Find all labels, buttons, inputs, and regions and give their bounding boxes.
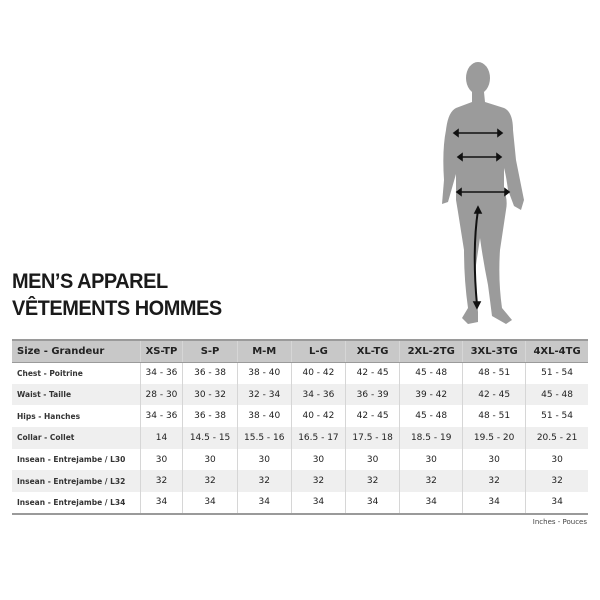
table-cell: 36 - 38 [182,405,238,428]
table-cell: 30 [525,448,588,471]
size-header: XS-TP [139,339,183,363]
table-cell: 32 [345,470,400,493]
row-label: Collar - Collet [12,427,140,449]
table-row: Hips - Hanches 34 - 36 36 - 38 38 - 40 40 - … [12,405,588,428]
table-cell: 45 - 48 [399,405,463,428]
table-row: Insean - Entrejambe / L34 34 34 34 34 34 34 34 3… [12,492,588,515]
table-cell: 45 - 48 [525,383,588,406]
size-header: M-M [236,339,292,363]
table-cell: 32 - 34 [236,383,292,406]
table-cell: 36 - 39 [345,383,400,406]
row-label: Chest - Poitrine [17,368,83,378]
table-cell: 48 - 51 [462,405,526,428]
table-cell: 14 [139,427,183,449]
table-cell: 18.5 - 19 [399,427,463,449]
table-cell: 34 [345,492,400,515]
units-note: Inches - Pouces [532,518,587,526]
table-cell: 30 [139,448,183,471]
table-cell: 30 [462,448,526,471]
table-cell: 34 [462,492,526,515]
row-label: Insean - Entrejambe / L34 [12,492,140,515]
size-chart-table: Size - Grandeur XS-TP S-P M-M L-G XL-TG 2XL-2T… [12,339,588,515]
table-cell: 34 [290,492,346,515]
table-cell: 34 - 36 [139,405,183,428]
table-cell: 40 - 42 [290,362,346,384]
table-cell: 14.5 - 15 [182,427,238,449]
label-header: Size - Grandeur [12,339,140,363]
table-cell: 30 [345,448,400,471]
table-cell: 34 - 36 [290,383,346,406]
table-row: Insean - Entrejambe / L32 32 32 32 32 32 32 32 3… [12,470,588,493]
size-header: 2XL-2TG [399,339,463,363]
size-header: 3XL-3TG [462,339,526,363]
row-label: Waist - Taille [12,383,140,406]
table-cell: 20.5 - 21 [525,427,588,449]
size-header: 4XL-4TG [525,339,588,363]
row-label: Insean - Entrejambe / L30 [17,455,126,465]
row-label: Insean - Entrejambe / L32 [12,470,140,493]
table-row: Chest - Poitrine 34 - 36 36 - 38 38 - 40 40 … [12,362,588,384]
table-row: Insean - Entrejambe / L30 30 30 30 30 30 30 30 3… [12,448,588,471]
table-cell: 34 - 36 [139,362,183,384]
table-row: Waist - Taille 28 - 30 30 - 32 32 - 34 34 - … [12,383,588,406]
table-cell: 34 [182,492,238,515]
table-row: Collar - Collet 14 14.5 - 15 15.5 - 16 16.5 … [12,427,588,449]
body-measurement-figure [442,62,524,324]
table-cell: 32 [236,470,292,493]
table-cell: 30 [236,448,292,471]
title-french: VÊTEMENTS HOMMES [12,297,222,320]
table-cell: 40 - 42 [290,405,346,428]
table-cell: 28 - 30 [139,383,183,406]
table-cell: 32 [139,470,183,493]
table-cell: 45 - 48 [399,362,463,384]
table-cell: 51 - 54 [525,362,588,384]
table-cell: 51 - 54 [525,405,588,428]
table-cell: 48 - 51 [462,362,526,384]
table-cell: 30 [399,448,463,471]
table-cell: 30 [182,448,238,471]
size-header: L-G [290,339,346,363]
table-cell: 42 - 45 [462,383,526,406]
table-cell: 32 [462,470,526,493]
measurement-arrows [452,128,511,310]
man-silhouette [442,62,524,324]
table-cell: 42 - 45 [345,405,400,428]
table-cell: 36 - 38 [182,362,238,384]
table-cell: 15.5 - 16 [236,427,292,449]
table-cell: 38 - 40 [236,362,292,384]
table-cell: 32 [290,470,346,493]
row-label: Hips - Hanches [17,411,81,421]
table-cell: 42 - 45 [345,362,400,384]
table-cell: 32 [182,470,238,493]
table-cell: 32 [525,470,588,493]
header-row: Size - Grandeur XS-TP S-P M-M L-G XL-TG 2XL-2T… [12,339,588,363]
table-cell: 17.5 - 18 [345,427,400,449]
table-body: Chest - Poitrine 34 - 36 36 - 38 38 - 40 40 … [12,362,588,515]
title-english: MEN’S APPAREL [12,270,168,293]
table-cell: 34 [399,492,463,515]
table-cell: 32 [399,470,463,493]
table-cell: 30 [290,448,346,471]
table-cell: 38 - 40 [236,405,292,428]
table-cell: 34 [236,492,292,515]
table-cell: 19.5 - 20 [462,427,526,449]
table-cell: 34 [525,492,588,515]
size-header: XL-TG [345,339,400,363]
inseam-arrow [473,209,479,306]
table-cell: 16.5 - 17 [290,427,346,449]
size-header: S-P [182,339,238,363]
table-cell: 39 - 42 [399,383,463,406]
table-cell: 30 - 32 [182,383,238,406]
table-cell: 34 [139,492,183,515]
